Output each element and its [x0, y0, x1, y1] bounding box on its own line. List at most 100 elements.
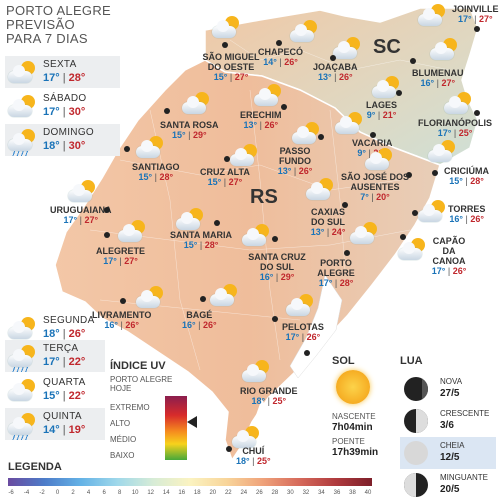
city-dot: [222, 42, 228, 48]
legend-tick-label: 8: [117, 490, 122, 496]
sun-cloud-icon: [335, 112, 365, 134]
sun-cloud-icon: [136, 286, 166, 308]
city-label-capao-da-canoa: CAPÃO DA CANOA 17° | 26°: [431, 236, 467, 276]
city-dot: [318, 134, 324, 140]
moon-phase-row: NOVA 27/5: [400, 373, 496, 405]
uv-level-baixo: BAIXO: [110, 451, 135, 460]
day-name: TERÇA: [43, 343, 79, 354]
day-name: QUARTA: [43, 377, 86, 388]
sun-cloud-icon: [8, 379, 38, 401]
sunrise-time: 7h04min: [332, 422, 373, 433]
sun-cloud-icon: [242, 224, 272, 246]
sun-cloud-icon: [350, 222, 380, 244]
city-dot: [474, 110, 480, 116]
sun-cloud-icon: [242, 360, 272, 382]
sun-cloud-icon: [68, 180, 98, 202]
city-label-chui: CHUÍ 18° | 25°: [236, 446, 271, 466]
city-dot: [370, 132, 376, 138]
title-line-1: PORTO ALEGRE: [6, 3, 111, 18]
crescent-moon-icon: [404, 409, 428, 433]
sun-cloud-icon: [232, 426, 262, 448]
sun-cloud-icon: [182, 92, 212, 114]
city-label-santa-rosa: SANTA ROSA 15° | 29°: [160, 120, 219, 140]
city-label-sao-miguel-do-oeste: SÃO MIGUEL DO OESTE 15° | 27°: [202, 52, 260, 82]
sunset-time: 17h39min: [332, 447, 379, 458]
sun-cloud-icon: [418, 4, 448, 26]
city-label-criciuma: CRICIÚMA 15° | 28°: [444, 166, 489, 186]
day-temps: 14° | 19°: [43, 424, 86, 436]
city-label-erechim: ERECHIM 13° | 26°: [240, 110, 282, 130]
city-dot: [406, 172, 412, 178]
city-dot: [200, 296, 206, 302]
city-dot: [412, 210, 418, 216]
sunset-label: POENTE: [332, 437, 365, 446]
city-dot: [342, 202, 348, 208]
sun-cloud-icon: [428, 140, 458, 162]
city-label-alegrete: ALEGRETE 17° | 27°: [96, 246, 146, 266]
city-label-sao-jose-dos-ausentes: SÃO JOSÉ DOS AUSENTES 7° | 20°: [340, 172, 410, 202]
city-dot: [272, 316, 278, 322]
sun-cloud-rain-icon: [8, 413, 38, 440]
city-dot: [474, 26, 480, 32]
city-dot: [272, 236, 278, 242]
uv-level-alto: ALTO: [110, 419, 131, 428]
rio-grande-do-sul-region: [54, 59, 441, 462]
title-line-3: PARA 7 DIAS: [6, 31, 88, 46]
lagoa-dos-patos: [289, 274, 343, 379]
day-name: SEXTA: [43, 59, 77, 70]
sun-cloud-rain-icon: [8, 129, 38, 156]
legend-tick-label: 38: [349, 490, 356, 496]
day-name: DOMINGO: [43, 127, 94, 138]
forecast-day-row: SÁBADO 17° | 30°: [5, 90, 120, 122]
city-label-porto-alegre: PORTO ALEGRE 17° | 28°: [317, 258, 355, 288]
legend-tick-label: 26: [256, 490, 263, 496]
forecast-day-row: SEGUNDA 18° | 26°: [5, 312, 105, 344]
state-label-rs: RS: [250, 186, 278, 208]
sun-cloud-icon: [365, 148, 395, 170]
uv-level-labels: EXTREMO ALTO MÉDIO BAIXO: [110, 400, 150, 464]
legend-tick-label: 22: [224, 490, 232, 496]
day-temps: 17° | 22°: [43, 356, 86, 368]
legend-tick-label: 24: [240, 490, 248, 496]
city-dot: [124, 146, 130, 152]
forecast-day-row: SEXTA 17° | 28°: [5, 56, 120, 88]
sun-title: SOL: [332, 355, 355, 367]
legend-tick-label: 16: [178, 490, 186, 496]
uv-level-extremo: EXTREMO: [110, 403, 150, 412]
city-label-caxias-do-sul: CAXIAS DO SUL 13° | 24°: [310, 207, 346, 237]
city-dot: [344, 250, 350, 256]
sun-cloud-icon: [418, 200, 448, 222]
sun-cloud-icon: [176, 208, 206, 230]
sun-cloud-icon: [136, 136, 166, 158]
uv-subtitle: PORTO ALEGRE HOJE: [110, 375, 173, 393]
moon-panel: LUA NOVA 27/5 CRESCENTE 3/6 CHEIA 12/5 M…: [400, 355, 496, 497]
legend-tick-label: -2: [39, 490, 45, 496]
city-label-santa-maria: SANTA MARIA 15° | 28°: [170, 230, 232, 250]
legend-tick-label: 14: [162, 490, 170, 496]
day-name: SEGUNDA: [43, 315, 95, 326]
temperature-color-scale: [8, 478, 372, 486]
legend-tick-label: 30: [287, 490, 294, 496]
sun-cloud-icon: [306, 178, 336, 200]
sun-cloud-icon: [254, 84, 284, 106]
city-label-livramento: LIVRAMENTO 16° | 26°: [92, 310, 152, 330]
legend-tick-label: 28: [271, 490, 279, 496]
sun-cloud-icon: [430, 38, 460, 60]
sun-cloud-icon: [292, 122, 322, 144]
sun-cloud-icon: [372, 76, 402, 98]
sun-cloud-icon: [333, 37, 363, 59]
legend-tick-label: -4: [23, 490, 30, 496]
city-label-santiago: SANTIAGO 15° | 28°: [132, 162, 180, 182]
legend-tick-label: 32: [302, 490, 310, 496]
city-label-santa-cruz-do-sul: SANTA CRUZ DO SUL 16° | 29°: [248, 252, 306, 282]
legend-tick-label: 0: [55, 490, 60, 496]
city-label-cruz-alta: CRUZ ALTA 15° | 27°: [200, 167, 250, 187]
sun-cloud-icon: [8, 317, 38, 339]
forecast-day-row: QUINTA 14° | 19°: [5, 408, 105, 440]
sun-cloud-icon: [8, 61, 38, 83]
city-dot: [276, 40, 282, 46]
sun-cloud-icon: [290, 20, 320, 42]
moon-phase-row: MINGUANTE 20/5: [400, 469, 496, 500]
city-label-chapeco: CHAPECÓ 14° | 26°: [258, 47, 304, 67]
